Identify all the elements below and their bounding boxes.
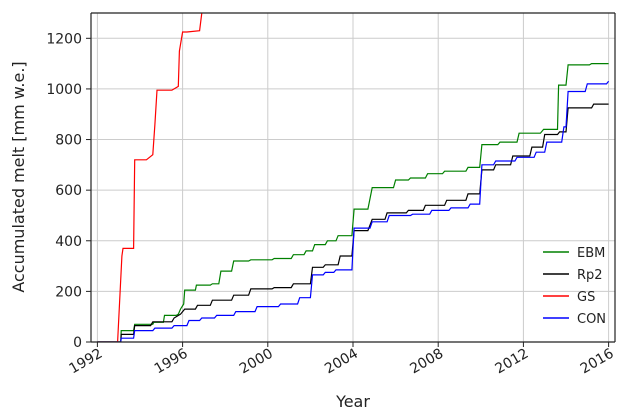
y-tick-label: 0 [73,335,82,351]
legend-label-con: CON [577,312,606,327]
legend-label-gs: GS [577,290,595,305]
series-layer [97,13,610,342]
legend-label-rp2: Rp2 [577,268,603,283]
axes [86,12,616,347]
y-tick-label: 1000 [46,82,82,98]
y-tick-label: 1200 [46,31,82,47]
y-tick-label: 400 [55,234,82,250]
y-tick-label: 800 [55,133,82,149]
x-tick-label: 2016 [578,346,617,378]
y-axis-label: Accumulated melt [mm w.e.] [9,61,28,292]
x-tick-label: 2000 [237,346,276,378]
x-tick-label: 1996 [152,346,191,378]
legend-label-ebm: EBM [577,246,605,261]
series-line-con [97,80,610,342]
series-line-ebm [97,62,609,342]
x-axis-label: Year [335,392,370,411]
legend: EBM Rp2 GS CON [543,246,606,327]
y-tick-label: 200 [55,284,82,300]
x-tick-label: 2012 [493,346,532,378]
x-tick-label: 2008 [407,346,446,378]
y-tick-label: 600 [55,183,82,199]
x-tick-label: 2004 [322,346,361,378]
series-line-gs [97,13,203,342]
